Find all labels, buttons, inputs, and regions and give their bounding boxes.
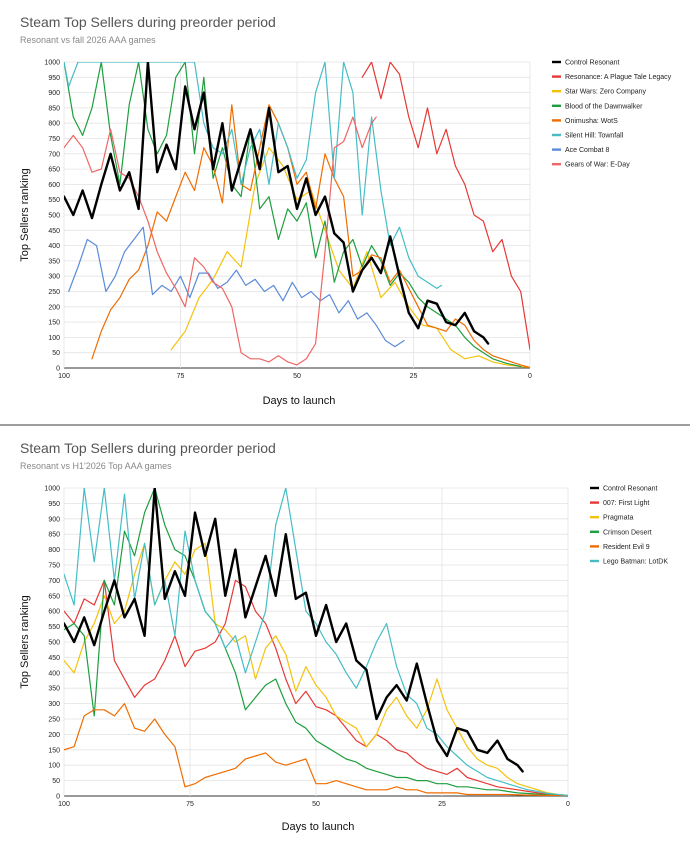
- y-tick-label: 750: [48, 563, 60, 570]
- x-tick-label: 0: [528, 373, 532, 380]
- y-tick-label: 450: [48, 655, 60, 662]
- x-tick-label: 100: [58, 801, 70, 808]
- y-tick-label: 0: [56, 794, 60, 801]
- series-line-1: [64, 579, 568, 796]
- x-tick-label: 50: [312, 801, 320, 808]
- series-line-7: [64, 116, 377, 366]
- y-tick-label: 100: [48, 335, 60, 342]
- x-tick-label: 25: [438, 801, 446, 808]
- y-axis-title: Top Sellers ranking: [19, 168, 31, 262]
- y-tick-label: 650: [48, 167, 60, 174]
- y-tick-label: 400: [48, 670, 60, 677]
- y-tick-label: 600: [48, 182, 60, 189]
- y-tick-label: 250: [48, 717, 60, 724]
- legend-label: Blood of the Dawnwalker: [565, 103, 643, 110]
- y-tick-label: 600: [48, 609, 60, 616]
- chart-title: Steam Top Sellers during preorder period: [20, 14, 276, 30]
- y-tick-label: 300: [48, 274, 60, 281]
- x-tick-label: 75: [186, 801, 194, 808]
- y-tick-label: 300: [48, 701, 60, 708]
- series-line-1: [361, 62, 530, 351]
- x-tick-label: 50: [293, 373, 301, 380]
- legend-label: Control Resonant: [565, 60, 620, 67]
- y-tick-label: 900: [48, 516, 60, 523]
- y-tick-label: 550: [48, 197, 60, 204]
- legend-label: Ace Combat 8: [565, 147, 609, 154]
- x-axis-title: Days to launch: [282, 821, 355, 833]
- series-line-6: [68, 226, 405, 348]
- legend-label: Star Wars: Zero Company: [565, 89, 647, 96]
- chart-subtitle: Resonant vs fall 2026 AAA games: [20, 35, 156, 45]
- chart-title: Steam Top Sellers during preorder period: [20, 440, 276, 456]
- y-tick-label: 150: [48, 747, 60, 754]
- series-line-3: [64, 62, 522, 368]
- legend-label: Silent Hill: Townfall: [565, 133, 624, 140]
- x-tick-label: 75: [177, 373, 185, 380]
- chart-subtitle: Resonant vs H1'2026 Top AAA games: [20, 461, 172, 471]
- series-line-4: [64, 703, 568, 796]
- x-tick-label: 100: [58, 373, 70, 380]
- y-tick-label: 200: [48, 732, 60, 739]
- y-tick-label: 800: [48, 121, 60, 128]
- y-tick-label: 1000: [44, 486, 60, 493]
- y-tick-label: 950: [48, 75, 60, 82]
- series-line-0: [64, 62, 490, 345]
- chart-panel-h1-2026: Steam Top Sellers during preorder period…: [0, 426, 690, 852]
- series-line-5: [64, 488, 568, 796]
- y-tick-label: 850: [48, 532, 60, 539]
- x-axis-title: Days to launch: [263, 395, 336, 407]
- y-tick-label: 250: [48, 289, 60, 296]
- y-tick-label: 450: [48, 228, 60, 235]
- y-tick-label: 950: [48, 501, 60, 508]
- legend-label: Resonance: A Plague Tale Legacy: [565, 74, 672, 81]
- legend-label: Crimson Desert: [603, 529, 652, 536]
- legend-label: Lego Batman: LotDK: [603, 559, 668, 566]
- x-tick-label: 25: [410, 373, 418, 380]
- y-tick-label: 200: [48, 304, 60, 311]
- series-line-5: [64, 62, 443, 289]
- legend-label: Onimusha: WotS: [565, 118, 618, 125]
- y-tick-label: 100: [48, 763, 60, 770]
- y-tick-label: 1000: [44, 60, 60, 67]
- y-tick-label: 350: [48, 258, 60, 265]
- panel-divider: [0, 424, 690, 426]
- legend-label: Gears of War: E-Day: [565, 162, 630, 169]
- y-tick-label: 500: [48, 213, 60, 220]
- series-line-3: [64, 488, 559, 796]
- y-tick-label: 500: [48, 640, 60, 647]
- y-axis-title: Top Sellers ranking: [19, 595, 31, 689]
- x-tick-label: 0: [566, 801, 570, 808]
- legend-label: Resident Evil 9: [603, 544, 650, 551]
- legend-label: Control Resonant: [603, 486, 658, 493]
- y-tick-label: 850: [48, 105, 60, 112]
- legend-label: Pragmata: [603, 515, 633, 522]
- line-chart-h1-2026: 0501001502002503003504004505005506006507…: [19, 486, 668, 834]
- y-tick-label: 50: [52, 778, 60, 785]
- y-tick-label: 700: [48, 578, 60, 585]
- y-tick-label: 650: [48, 593, 60, 600]
- chart-panel-fall-2026: Steam Top Sellers during preorder period…: [0, 0, 690, 424]
- legend-label: 007: First Light: [603, 500, 649, 507]
- series-line-4: [91, 104, 530, 368]
- y-tick-label: 700: [48, 151, 60, 158]
- y-tick-label: 0: [56, 366, 60, 373]
- y-tick-label: 150: [48, 320, 60, 327]
- y-tick-label: 750: [48, 136, 60, 143]
- y-tick-label: 800: [48, 547, 60, 554]
- y-tick-label: 550: [48, 624, 60, 631]
- y-tick-label: 900: [48, 90, 60, 97]
- y-tick-label: 400: [48, 243, 60, 250]
- line-chart-fall-2026: 0501001502002503003504004505005506006507…: [19, 60, 672, 408]
- series-line-0: [64, 488, 524, 773]
- y-tick-label: 350: [48, 686, 60, 693]
- y-tick-label: 50: [52, 350, 60, 357]
